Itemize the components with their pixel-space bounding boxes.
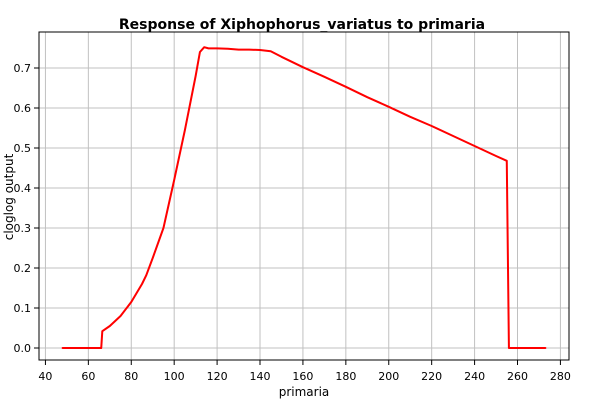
y-tick-label: 0.5 (14, 142, 32, 155)
series-line-0 (61, 46, 547, 349)
y-tick-label: 0.4 (14, 182, 32, 195)
plot-frame (38, 31, 570, 361)
y-tick-label: 0.2 (14, 262, 32, 275)
y-axis-label: cloglog output (2, 153, 16, 240)
y-tick-label: 0.0 (14, 342, 32, 355)
x-tick-label: 120 (207, 370, 228, 383)
y-tick-label: 0.3 (14, 222, 32, 235)
x-tick-label: 40 (38, 370, 52, 383)
x-tick-label: 80 (124, 370, 138, 383)
x-tick-label: 220 (421, 370, 442, 383)
chart-title: Response of Xiphophorus_variatus to prim… (119, 17, 485, 33)
x-tick-label: 240 (464, 370, 485, 383)
x-tick-label: 180 (335, 370, 356, 383)
series-layer (61, 46, 547, 349)
grid-layer (39, 32, 569, 360)
x-tick-label: 100 (164, 370, 185, 383)
y-tick-label: 0.7 (14, 62, 32, 75)
x-tick-label: 280 (550, 370, 571, 383)
x-axis-label: primaria (279, 385, 330, 399)
y-tick-label: 0.6 (14, 102, 32, 115)
x-tick-label: 260 (507, 370, 528, 383)
x-tick-label: 60 (81, 370, 95, 383)
y-tick-label: 0.1 (14, 302, 32, 315)
x-tick-label: 200 (378, 370, 399, 383)
x-tick-label: 140 (250, 370, 271, 383)
x-tick-label: 160 (292, 370, 313, 383)
ticks-layer: 40 60 80 100 120 140 160 180 200 220 240 260 280 0.0 0… (14, 62, 571, 383)
